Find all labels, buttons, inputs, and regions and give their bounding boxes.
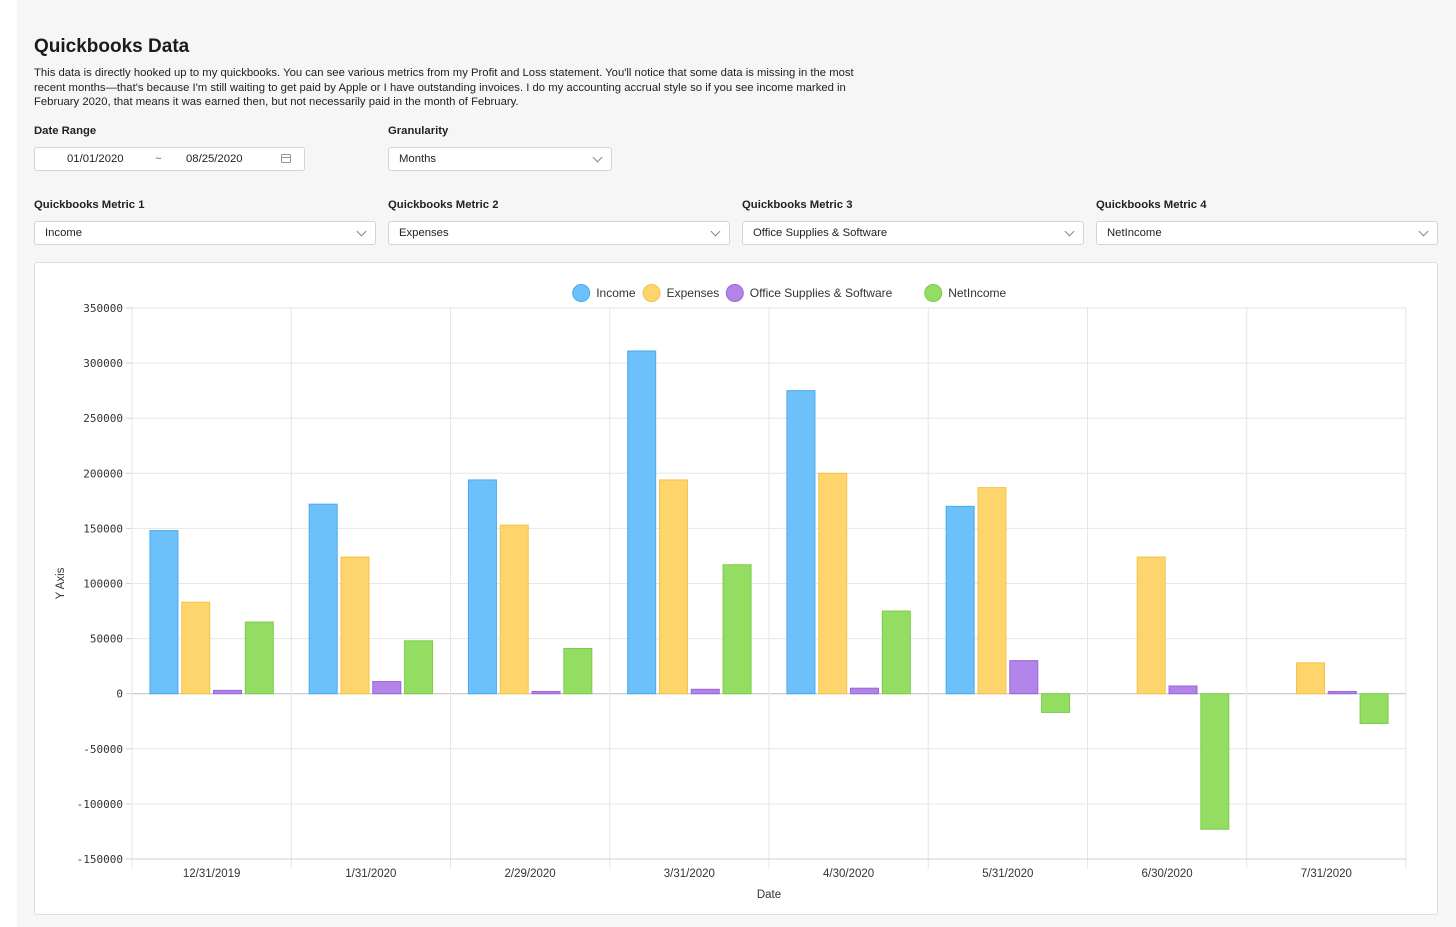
legend-label: Office Supplies & Software (750, 286, 893, 300)
bar-income (945, 505, 975, 695)
y-tick-label: 50000 (90, 633, 123, 646)
chevron-down-icon (356, 226, 367, 237)
x-tick-label: 5/31/2020 (982, 868, 1033, 880)
bar-chart: 350000 300000 250000 200000 150000 100000 5000… (55, 284, 1407, 901)
legend-swatch (924, 284, 943, 302)
x-axis-title: Date (757, 889, 781, 901)
bar-office-supplies-software (690, 688, 720, 695)
y-tick-label: 100000 (83, 578, 123, 591)
metric4-value: NetIncome (1107, 227, 1162, 239)
bar-office-supplies-software (213, 689, 243, 695)
date-end-input[interactable]: 08/25/2020 (186, 153, 243, 165)
x-tick-label: 2/29/2020 (505, 868, 556, 880)
bar-netincome (244, 621, 274, 695)
bar-netincome (404, 640, 434, 695)
bar-office-supplies-software (372, 681, 402, 695)
bar-netincome (722, 564, 752, 695)
bar-office-supplies-software (1168, 685, 1198, 695)
bar-income (308, 503, 338, 695)
bar-netincome (563, 648, 593, 695)
y-tick-label: -50000 (83, 743, 123, 756)
legend-swatch (572, 284, 591, 302)
chevron-down-icon (1064, 226, 1075, 237)
granularity-label: Granularity (388, 125, 449, 137)
metric3-select[interactable]: Office Supplies & Software (742, 221, 1084, 245)
bar-expenses (818, 472, 848, 695)
metric3-label: Quickbooks Metric 3 (742, 199, 853, 211)
metric4-select[interactable]: NetIncome (1096, 221, 1438, 245)
y-tick-label: 300000 (83, 357, 123, 370)
date-start-input[interactable]: 01/01/2020 (67, 153, 124, 165)
bar-expenses (977, 487, 1007, 695)
date-range-label: Date Range (34, 125, 97, 137)
x-tick-label: 1/31/2020 (345, 868, 396, 880)
bar-netincome (1041, 693, 1071, 713)
bar-office-supplies-software (1327, 690, 1357, 695)
y-tick-label: 250000 (83, 412, 123, 425)
date-range-picker[interactable]: 01/01/2020 ~ 08/25/2020 (34, 147, 305, 171)
page-description: This data is directly hooked up to my qu… (34, 67, 854, 109)
page-title: Quickbooks Data (34, 36, 190, 57)
bar-expenses (1295, 662, 1325, 695)
bar-netincome (1359, 693, 1389, 724)
y-tick-label: -100000 (77, 798, 123, 811)
x-tick-label: 3/31/2020 (664, 868, 715, 880)
chart-card: 350000 300000 250000 200000 150000 100000 5000… (34, 262, 1438, 915)
legend-label: Income (596, 286, 636, 300)
legend-label: NetIncome (948, 286, 1006, 300)
bar-expenses (499, 524, 529, 695)
metric2-label: Quickbooks Metric 2 (388, 199, 499, 211)
date-separator: ~ (155, 153, 162, 165)
bar-office-supplies-software (850, 687, 880, 695)
bar-expenses (340, 556, 370, 695)
y-tick-label: 0 (116, 688, 123, 701)
metric3-value: Office Supplies & Software (753, 227, 888, 239)
bar-office-supplies-software (1009, 660, 1039, 695)
granularity-select[interactable]: Months (388, 147, 612, 171)
bar-income (786, 390, 816, 695)
x-tick-label: 4/30/2020 (823, 868, 874, 880)
legend-label: Expenses (667, 286, 720, 300)
bar-income (149, 530, 179, 695)
y-tick-label: 150000 (83, 522, 123, 535)
bar-income (627, 350, 657, 695)
x-tick-label: 6/30/2020 (1142, 868, 1193, 880)
y-axis-title: Y Axis (55, 567, 67, 599)
bar-netincome (1200, 693, 1230, 830)
bar-expenses (1136, 556, 1166, 695)
y-tick-label: 200000 (83, 467, 123, 480)
bar-income (467, 479, 497, 695)
bar-netincome (881, 610, 911, 695)
chevron-down-icon (592, 152, 603, 163)
granularity-value: Months (399, 153, 437, 165)
calendar-icon[interactable] (281, 154, 291, 163)
legend-swatch (725, 284, 744, 302)
y-tick-label: -150000 (77, 853, 123, 866)
x-tick-label: 12/31/2019 (183, 868, 241, 880)
bar-office-supplies-software (531, 690, 561, 695)
metric1-value: Income (45, 227, 83, 239)
metric2-value: Expenses (399, 227, 449, 239)
x-tick-label: 7/31/2020 (1301, 868, 1352, 880)
chevron-down-icon (710, 226, 721, 237)
metric1-label: Quickbooks Metric 1 (34, 199, 145, 211)
chevron-down-icon (1418, 226, 1429, 237)
metric4-label: Quickbooks Metric 4 (1096, 199, 1207, 211)
bar-expenses (181, 601, 211, 695)
y-tick-label: 350000 (83, 302, 123, 315)
bar-expenses (658, 479, 688, 695)
metric1-select[interactable]: Income (34, 221, 376, 245)
metric2-select[interactable]: Expenses (388, 221, 730, 245)
legend-swatch (642, 284, 661, 302)
